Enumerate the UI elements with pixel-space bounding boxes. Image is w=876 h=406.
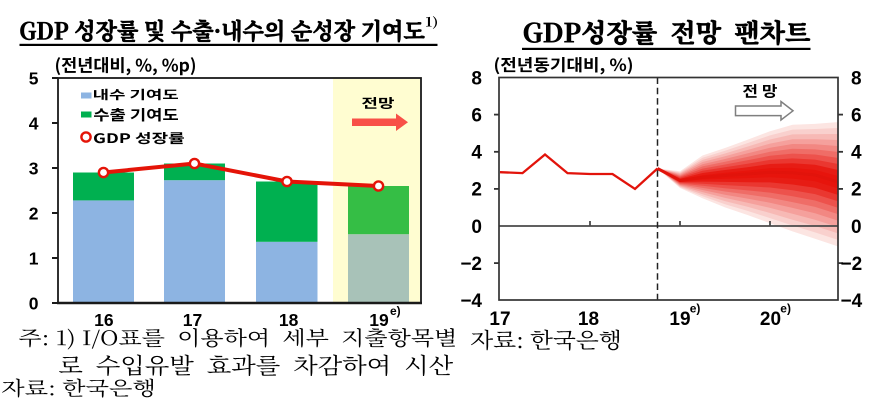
svg-text:0: 0 xyxy=(29,293,39,313)
svg-text:6: 6 xyxy=(851,105,862,126)
svg-text:6: 6 xyxy=(471,105,482,126)
svg-text:e): e) xyxy=(390,304,401,318)
svg-text:8: 8 xyxy=(471,68,482,89)
svg-text:19: 19 xyxy=(369,310,389,330)
svg-text:18: 18 xyxy=(578,309,599,330)
svg-text:4: 4 xyxy=(29,113,39,133)
svg-text:−2: −2 xyxy=(460,254,482,275)
svg-text:1: 1 xyxy=(29,248,39,268)
svg-text:4: 4 xyxy=(851,143,862,164)
svg-text:18: 18 xyxy=(279,310,299,330)
svg-text:16: 16 xyxy=(94,310,114,330)
svg-text:2: 2 xyxy=(851,180,862,201)
svg-text:2: 2 xyxy=(471,180,482,201)
svg-text:e): e) xyxy=(690,302,701,316)
svg-text:−4: −4 xyxy=(460,291,482,312)
svg-text:17: 17 xyxy=(489,309,510,330)
svg-text:3: 3 xyxy=(29,158,39,178)
svg-text:0: 0 xyxy=(851,217,862,238)
svg-text:−4: −4 xyxy=(841,291,863,312)
svg-text:0: 0 xyxy=(471,217,482,238)
svg-text:17: 17 xyxy=(183,310,202,330)
svg-text:−2: −2 xyxy=(841,254,863,275)
svg-text:5: 5 xyxy=(29,68,39,88)
svg-text:19: 19 xyxy=(669,309,690,330)
svg-text:2: 2 xyxy=(29,203,39,223)
svg-text:20: 20 xyxy=(760,309,781,330)
svg-text:8: 8 xyxy=(851,68,862,89)
svg-text:4: 4 xyxy=(471,143,482,164)
svg-text:e): e) xyxy=(780,302,791,316)
